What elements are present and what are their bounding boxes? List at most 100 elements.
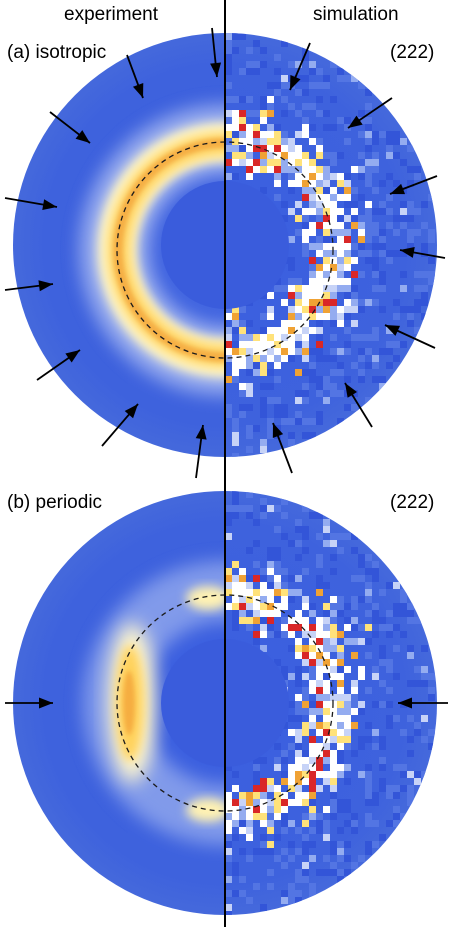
sim-pixel [225, 904, 232, 911]
sim-pixel [295, 575, 302, 582]
sim-pixel [260, 397, 267, 404]
sim-pixel [288, 61, 295, 68]
sim-pixel [253, 540, 260, 547]
sim-pixel [365, 299, 372, 306]
sim-pixel [379, 250, 386, 257]
sim-pixel [260, 624, 267, 631]
sim-pixel [365, 785, 372, 792]
sim-pixel [393, 673, 400, 680]
sim-pixel [281, 334, 288, 341]
sim-pixel [400, 250, 407, 257]
sim-pixel [253, 764, 260, 771]
sim-pixel [330, 666, 337, 673]
sim-pixel [330, 869, 337, 876]
sim-pixel [274, 341, 281, 348]
sim-pixel [288, 540, 295, 547]
sim-pixel [281, 757, 288, 764]
sim-pixel [302, 813, 309, 820]
pointer-arrow-head [124, 404, 138, 419]
sim-pixel [239, 610, 246, 617]
sim-pixel [344, 715, 351, 722]
sim-pixel [323, 687, 330, 694]
sim-pixel [288, 285, 295, 292]
sim-pixel [309, 708, 316, 715]
sim-pixel [260, 841, 267, 848]
sim-pixel [330, 271, 337, 278]
sim-pixel [393, 792, 400, 799]
sim-pixel [239, 355, 246, 362]
sim-pixel [316, 201, 323, 208]
sim-pixel [274, 327, 281, 334]
sim-pixel [295, 897, 302, 904]
sim-pixel [344, 638, 351, 645]
sim-pixel [302, 533, 309, 540]
sim-pixel [400, 596, 407, 603]
sim-pixel [330, 124, 337, 131]
sim-pixel [260, 411, 267, 418]
sim-pixel [365, 764, 372, 771]
sim-pixel [323, 617, 330, 624]
sim-pixel [302, 54, 309, 61]
sim-pixel [225, 834, 232, 841]
sim-pixel [316, 110, 323, 117]
sim-pixel [344, 778, 351, 785]
sim-pixel [407, 180, 414, 187]
sim-pixel [316, 264, 323, 271]
sim-pixel [386, 341, 393, 348]
sim-pixel [323, 526, 330, 533]
sim-pixel [414, 299, 421, 306]
sim-pixel [316, 327, 323, 334]
sim-pixel [316, 869, 323, 876]
sim-pixel [260, 806, 267, 813]
sim-pixel [337, 743, 344, 750]
sim-pixel [295, 215, 302, 222]
sim-pixel [400, 729, 407, 736]
sim-pixel [407, 750, 414, 757]
sim-pixel [288, 855, 295, 862]
sim-pixel [281, 40, 288, 47]
sim-pixel [225, 124, 232, 131]
sim-pixel [365, 215, 372, 222]
sim-pixel [400, 771, 407, 778]
sim-pixel [253, 131, 260, 138]
sim-pixel [365, 229, 372, 236]
sim-pixel [253, 159, 260, 166]
sim-pixel [225, 348, 232, 355]
sim-pixel [295, 327, 302, 334]
sim-pixel [379, 131, 386, 138]
sim-pixel [288, 743, 295, 750]
sim-pixel [330, 313, 337, 320]
sim-pixel [351, 75, 358, 82]
sim-pixel [351, 201, 358, 208]
sim-pixel [316, 659, 323, 666]
sim-pixel [239, 348, 246, 355]
sim-pixel [288, 292, 295, 299]
sim-pixel [428, 673, 435, 680]
sim-pixel [393, 715, 400, 722]
sim-pixel [225, 519, 232, 526]
sim-pixel [330, 603, 337, 610]
sim-pixel [267, 313, 274, 320]
sim-pixel [309, 187, 316, 194]
sim-pixel [267, 631, 274, 638]
sim-pixel [316, 638, 323, 645]
sim-pixel [323, 519, 330, 526]
sim-pixel [358, 299, 365, 306]
sim-pixel [421, 680, 428, 687]
sim-pixel [316, 271, 323, 278]
sim-pixel [281, 568, 288, 575]
sim-pixel [295, 708, 302, 715]
sim-pixel [323, 820, 330, 827]
panel-b-label: (b) periodic [7, 492, 103, 513]
sim-pixel [239, 596, 246, 603]
sim-pixel [330, 369, 337, 376]
sim-pixel [386, 659, 393, 666]
sim-pixel [344, 173, 351, 180]
sim-pixel [351, 292, 358, 299]
sim-pixel [330, 194, 337, 201]
sim-pixel [295, 869, 302, 876]
sim-pixel [309, 673, 316, 680]
sim-pixel [330, 645, 337, 652]
sim-pixel [253, 638, 260, 645]
sim-pixel [288, 631, 295, 638]
